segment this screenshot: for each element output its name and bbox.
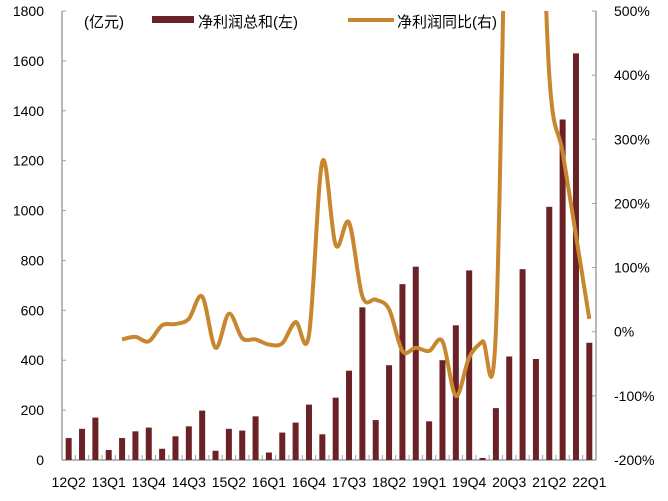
bar-13Q2 xyxy=(119,438,126,460)
bar-17Q4 xyxy=(359,307,366,460)
bar-22Q1 xyxy=(586,342,593,460)
left-tick-label: 400 xyxy=(21,352,45,368)
x-tick-label: 14Q3 xyxy=(172,474,206,490)
right-tick-label: 400% xyxy=(614,67,650,83)
bar-14Q4 xyxy=(199,410,206,460)
x-tick-label: 12Q2 xyxy=(52,474,86,490)
bar-14Q1 xyxy=(159,448,166,460)
bar-12Q3 xyxy=(79,428,86,460)
bar-19Q2 xyxy=(439,360,446,460)
right-tick-label: -100% xyxy=(614,388,654,404)
bar-20Q4 xyxy=(519,269,526,460)
x-tick-label: 16Q1 xyxy=(252,474,286,490)
bar-21Q1 xyxy=(532,358,539,460)
right-tick-label: 0% xyxy=(614,324,634,340)
bar-13Q4 xyxy=(145,427,152,460)
x-tick-label: 17Q3 xyxy=(332,474,366,490)
bar-20Q1 xyxy=(479,458,486,460)
bar-18Q1 xyxy=(372,420,379,460)
bar-16Q2 xyxy=(279,432,286,460)
legend-line-label: 净利润同比(右) xyxy=(397,14,497,31)
right-tick-label: 200% xyxy=(614,195,650,211)
bar-15Q1 xyxy=(212,450,219,460)
right-tick-label: 100% xyxy=(614,260,650,276)
left-tick-label: 1600 xyxy=(13,53,44,69)
left-tick-label: 200 xyxy=(21,402,45,418)
bar-14Q3 xyxy=(185,426,192,460)
legend-bar-swatch xyxy=(152,16,194,23)
bar-18Q2 xyxy=(386,365,393,460)
left-tick-label: 1400 xyxy=(13,103,44,119)
bar-16Q3 xyxy=(292,422,299,460)
left-tick-label: 1200 xyxy=(13,153,44,169)
bar-13Q1 xyxy=(105,450,112,460)
bar-21Q2 xyxy=(546,206,553,460)
left-tick-label: 800 xyxy=(21,252,45,268)
bar-19Q4 xyxy=(466,270,473,460)
bar-15Q4 xyxy=(252,416,259,460)
bar-19Q1 xyxy=(426,421,433,460)
bar-14Q2 xyxy=(172,436,179,460)
unit-label: (亿元) xyxy=(84,14,124,31)
bar-15Q2 xyxy=(225,428,232,460)
bar-17Q1 xyxy=(319,434,326,460)
x-tick-label: 13Q1 xyxy=(92,474,126,490)
bar-20Q3 xyxy=(506,356,513,460)
x-tick-label: 13Q4 xyxy=(132,474,166,490)
bar-12Q2 xyxy=(65,438,72,460)
bar-18Q4 xyxy=(412,266,419,460)
x-tick-label: 16Q4 xyxy=(292,474,326,490)
x-tick-label: 19Q1 xyxy=(412,474,446,490)
x-tick-label: 15Q2 xyxy=(212,474,246,490)
bar-21Q3 xyxy=(559,119,566,460)
left-tick-label: 1800 xyxy=(13,3,44,19)
bar-12Q4 xyxy=(92,417,99,460)
x-tick-label: 20Q3 xyxy=(492,474,526,490)
x-tick-label: 18Q2 xyxy=(372,474,406,490)
x-tick-label: 22Q1 xyxy=(572,474,606,490)
right-tick-label: -200% xyxy=(614,452,654,468)
yoy-line xyxy=(121,11,592,398)
bar-17Q2 xyxy=(332,397,339,460)
bar-18Q3 xyxy=(399,284,406,460)
left-tick-label: 0 xyxy=(36,452,44,468)
bar-21Q4 xyxy=(572,53,579,461)
right-tick-label: 500% xyxy=(614,3,650,19)
bar-16Q1 xyxy=(265,452,272,460)
x-tick-label: 19Q4 xyxy=(452,474,486,490)
bar-15Q3 xyxy=(239,430,246,460)
left-tick-label: 600 xyxy=(21,302,45,318)
bar-17Q3 xyxy=(346,370,353,460)
right-tick-label: 300% xyxy=(614,131,650,147)
bar-20Q2 xyxy=(492,408,499,460)
x-tick-label: 21Q2 xyxy=(532,474,566,490)
bar-13Q3 xyxy=(132,431,139,460)
left-tick-label: 1000 xyxy=(13,203,44,219)
legend-bar-label: 净利润总和(左) xyxy=(198,14,298,31)
bar-16Q4 xyxy=(305,404,312,460)
